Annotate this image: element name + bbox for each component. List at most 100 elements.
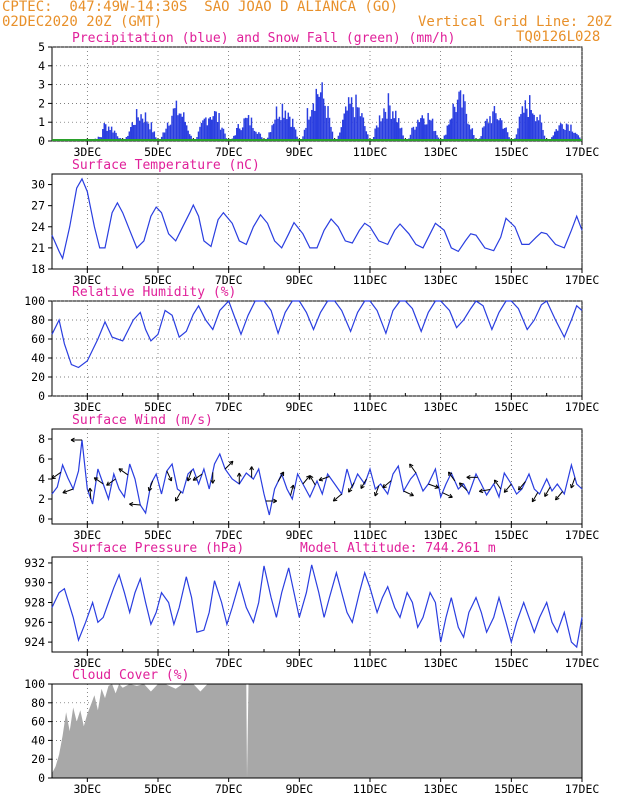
x-tick-label: 9DEC bbox=[285, 782, 313, 796]
precip-bar bbox=[484, 120, 487, 141]
wind-arrow-shaft bbox=[290, 484, 294, 496]
precip-bar bbox=[517, 128, 519, 141]
precip-bar bbox=[380, 121, 382, 141]
wind-arrow bbox=[544, 486, 551, 497]
precip-bar bbox=[452, 103, 454, 141]
wind-arrow bbox=[106, 478, 116, 486]
x-tick-label: 13DEC bbox=[423, 656, 458, 670]
y-tick-label: 27 bbox=[31, 199, 45, 213]
wind-arrow bbox=[517, 481, 526, 491]
y-tick-label: 0 bbox=[38, 512, 45, 526]
precip-bar bbox=[325, 117, 328, 141]
wind-arrow-head bbox=[228, 460, 234, 463]
precip-bar bbox=[102, 129, 104, 141]
precip-bar bbox=[268, 132, 270, 141]
wind-arrow-shaft bbox=[403, 490, 414, 497]
precip-bar bbox=[393, 118, 396, 141]
precip-bar bbox=[503, 128, 506, 141]
precip-bar bbox=[498, 120, 500, 141]
wind-arrow bbox=[493, 479, 502, 490]
y-tick-label: 928 bbox=[24, 596, 45, 610]
wind-arrow-head bbox=[192, 476, 196, 481]
wind-arrow-head bbox=[62, 489, 66, 494]
precip-bar bbox=[471, 128, 474, 141]
wind-arrow bbox=[62, 488, 74, 494]
precip-bar bbox=[342, 119, 344, 141]
precip-bar bbox=[286, 119, 288, 141]
x-tick-label: 17DEC bbox=[565, 400, 600, 414]
cloud-cover-area bbox=[52, 684, 582, 778]
precip-bar bbox=[481, 127, 484, 141]
precip-bar bbox=[537, 120, 540, 141]
plot-area bbox=[51, 300, 583, 397]
precip-bar bbox=[188, 134, 191, 141]
wind-arrow-head bbox=[279, 471, 284, 475]
wind-arrow-shaft bbox=[374, 485, 380, 497]
precip-bar bbox=[219, 129, 222, 141]
wind-arrow-shaft bbox=[148, 480, 154, 492]
y-tick-label: 20 bbox=[31, 370, 45, 384]
wind-arrow-shaft bbox=[518, 481, 526, 491]
wind-arrow-head bbox=[517, 485, 520, 491]
wind-arrow bbox=[224, 460, 234, 470]
precip-bar bbox=[190, 135, 192, 141]
precip-bar bbox=[256, 133, 259, 141]
y-tick-label: 21 bbox=[31, 241, 45, 255]
precip-bar bbox=[558, 125, 560, 141]
wind-arrow-head bbox=[532, 499, 537, 503]
wind-arrow-shaft bbox=[277, 471, 285, 482]
precip-bar bbox=[420, 118, 422, 141]
precip-bar bbox=[423, 118, 425, 141]
precip-bar bbox=[331, 131, 334, 141]
x-tick-label: 7DEC bbox=[215, 400, 243, 414]
precip-bar bbox=[238, 128, 241, 141]
precip-bar bbox=[106, 130, 108, 141]
precip-bar bbox=[424, 124, 426, 141]
precip-bar bbox=[556, 130, 559, 141]
y-tick-label: 930 bbox=[24, 576, 45, 590]
precip-bar bbox=[565, 123, 568, 141]
precip-bar bbox=[306, 108, 309, 141]
precip-bar bbox=[409, 134, 412, 141]
precip-bar bbox=[530, 109, 532, 141]
plot-area bbox=[51, 173, 583, 270]
precip-bar bbox=[396, 122, 398, 141]
wind-arrow-head bbox=[360, 486, 365, 489]
precip-bar bbox=[221, 127, 223, 141]
precip-bar bbox=[253, 130, 256, 141]
wind-arrow-head bbox=[89, 487, 93, 492]
x-tick-label: 17DEC bbox=[565, 782, 600, 796]
wind-arrow-shaft bbox=[332, 493, 343, 502]
y-tick-label: 60 bbox=[31, 332, 45, 346]
precip-bar bbox=[473, 135, 475, 141]
precip-bar bbox=[166, 122, 169, 141]
precip-bar bbox=[250, 117, 253, 141]
x-tick-label: 3DEC bbox=[73, 656, 101, 670]
plot-area bbox=[51, 428, 583, 525]
x-tick-label: 7DEC bbox=[215, 273, 243, 287]
precip-bar bbox=[317, 94, 319, 141]
x-tick-label: 15DEC bbox=[494, 528, 529, 542]
precip-bar bbox=[387, 93, 390, 141]
precip-bar bbox=[272, 123, 275, 141]
precip-bar bbox=[470, 129, 472, 141]
precip-bar bbox=[561, 124, 563, 141]
precip-bar bbox=[534, 121, 537, 141]
wind-arrow bbox=[192, 473, 203, 481]
series-line bbox=[51, 439, 583, 516]
precip-bar bbox=[359, 116, 362, 141]
precip-bar bbox=[493, 106, 496, 141]
precip-bar bbox=[536, 117, 538, 141]
wind-arrow-shaft bbox=[494, 479, 502, 490]
precip-bar bbox=[321, 82, 323, 141]
precip-bar bbox=[533, 114, 535, 141]
precip-bar bbox=[523, 112, 525, 141]
precip-bar bbox=[564, 130, 566, 141]
precip-bar bbox=[177, 115, 179, 141]
wind-arrow-head bbox=[93, 477, 97, 482]
precip-bar bbox=[180, 113, 182, 141]
precip-bar bbox=[455, 112, 457, 141]
wind-arrow bbox=[458, 482, 468, 492]
precip-bar bbox=[224, 133, 226, 141]
